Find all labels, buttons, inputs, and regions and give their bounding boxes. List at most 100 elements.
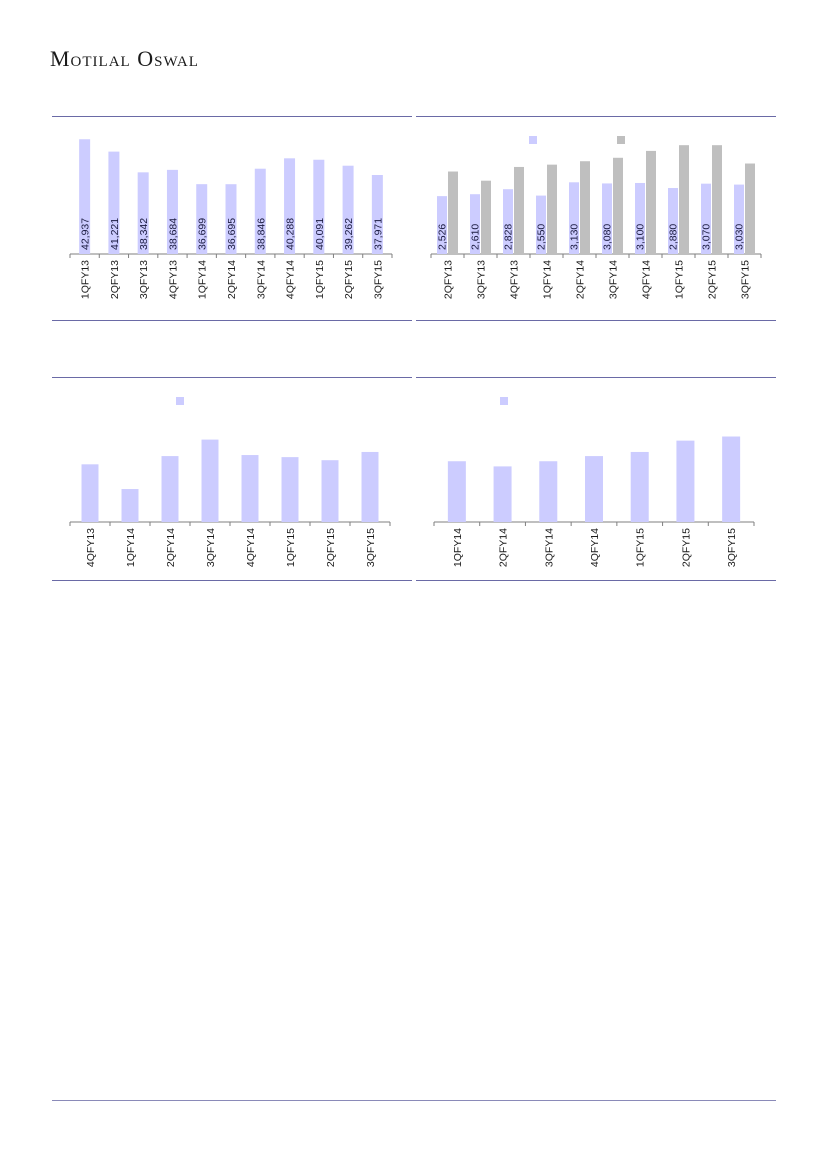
chart-panel-4: 1QFY14 2QFY14 3QFY14 4QFY14 1QFY15 2QFY15 3QFY… <box>416 379 776 579</box>
x-tick-label: 2QFY15 <box>325 528 337 567</box>
x-tick-label: 3QFY15 <box>365 528 377 567</box>
x-tick-label: 2QFY15 <box>680 528 692 567</box>
bar <box>493 466 512 522</box>
bar <box>321 460 339 522</box>
divider <box>52 580 412 581</box>
data-label: 2,880 <box>668 224 680 250</box>
x-tick-label: 2QFY14 <box>165 528 177 567</box>
bar <box>361 451 379 522</box>
bar <box>701 183 711 254</box>
divider <box>52 377 412 378</box>
divider <box>416 116 776 117</box>
legend-swatch <box>529 136 537 144</box>
x-tick-label: 3QFY14 <box>255 260 267 299</box>
x-tick-label: 2QFY14 <box>498 528 510 567</box>
x-tick-label: 1QFY14 <box>542 260 554 299</box>
data-label: 37,971 <box>372 218 384 250</box>
bar <box>371 175 383 254</box>
x-tick-label: 1QFY15 <box>674 260 686 299</box>
x-tick-label: 1QFY13 <box>80 260 92 299</box>
bar <box>514 166 524 254</box>
bar <box>602 183 612 254</box>
legend-swatch <box>500 397 508 405</box>
data-label: 2,526 <box>437 224 449 250</box>
bar <box>161 456 179 522</box>
bar <box>313 159 325 254</box>
x-tick-label: 2QFY13 <box>443 260 455 299</box>
bar <box>342 165 354 254</box>
chart-panel-3: 4QFY13 1QFY14 2QFY14 3QFY14 4QFY14 1QFY15 2QFY… <box>52 379 412 579</box>
data-label: 40,288 <box>285 218 297 250</box>
x-tick-label: 2QFY15 <box>343 260 355 299</box>
bar <box>630 451 649 522</box>
chart-4: 1QFY14 2QFY14 3QFY14 4QFY14 1QFY15 2QFY15 3QFY… <box>433 397 755 567</box>
bar <box>470 194 480 254</box>
bar <box>284 158 296 254</box>
bar <box>281 457 299 522</box>
bar <box>108 151 120 254</box>
chart-2: 2,526 2,610 2,828 2,550 3,130 3,080 3,100 2,880… <box>430 136 762 299</box>
x-tick-label: 3QFY15 <box>726 528 738 567</box>
bar <box>437 196 447 254</box>
x-tick-label: 4QFY14 <box>589 528 601 567</box>
chart-3: 4QFY13 1QFY14 2QFY14 3QFY14 4QFY14 1QFY15 2QFY… <box>69 397 391 567</box>
divider <box>416 377 776 378</box>
data-label: 39,262 <box>343 218 355 250</box>
x-tick-label: 4QFY13 <box>167 260 179 299</box>
bar <box>734 184 744 254</box>
x-tick-label: 3QFY14 <box>608 260 620 299</box>
bar <box>569 182 579 254</box>
bar <box>447 461 466 522</box>
legend-swatch <box>176 397 184 405</box>
x-tick-label: 2QFY13 <box>109 260 121 299</box>
bar <box>166 169 178 254</box>
bar <box>668 188 678 254</box>
bar <box>201 439 219 522</box>
bar <box>712 145 722 254</box>
data-label: 42,937 <box>80 218 92 250</box>
x-tick-label: 1QFY15 <box>285 528 297 567</box>
x-tick-label: 3QFY14 <box>543 528 555 567</box>
x-tick-label: 4QFY14 <box>245 528 257 567</box>
data-label: 36,695 <box>226 218 238 250</box>
bar <box>196 184 208 254</box>
bar <box>722 436 741 522</box>
x-tick-label: 1QFY15 <box>635 528 647 567</box>
bar <box>547 164 557 254</box>
bar <box>121 489 139 522</box>
data-label: 38,342 <box>138 218 150 250</box>
x-tick-label: 3QFY15 <box>740 260 752 299</box>
bar <box>481 180 491 254</box>
x-tick-label: 1QFY14 <box>125 528 137 567</box>
chart-panel-2: 2,526 2,610 2,828 2,550 3,130 3,080 3,100 2,880… <box>416 118 776 318</box>
x-tick-label: 1QFY14 <box>197 260 209 299</box>
x-tick-label: 3QFY14 <box>205 528 217 567</box>
divider <box>416 320 776 321</box>
bar <box>81 464 99 522</box>
data-label: 3,100 <box>635 224 647 250</box>
x-tick-label: 4QFY13 <box>509 260 521 299</box>
divider <box>52 116 412 117</box>
bar <box>585 456 603 522</box>
data-label: 36,699 <box>197 218 209 250</box>
bar <box>679 145 689 254</box>
bar <box>241 455 259 522</box>
x-tick-label: 2QFY14 <box>226 260 238 299</box>
bar <box>745 163 755 254</box>
data-label: 3,080 <box>602 224 614 250</box>
data-label: 3,030 <box>734 224 746 250</box>
data-label: 41,221 <box>109 218 121 250</box>
legend-swatch <box>617 136 625 144</box>
data-label: 38,846 <box>255 218 267 250</box>
bar <box>635 182 645 254</box>
x-tick-label: 2QFY14 <box>575 260 587 299</box>
bar <box>646 150 656 254</box>
bar <box>503 189 513 254</box>
chart-panel-1: 42,937 41,221 38,342 38,684 36,699 36,695 38,8… <box>52 118 412 318</box>
bar <box>79 139 91 254</box>
data-label: 38,684 <box>167 218 179 250</box>
bar <box>613 157 623 254</box>
x-tick-label: 4QFY14 <box>641 260 653 299</box>
data-label: 40,091 <box>314 218 326 250</box>
x-tick-label: 3QFY13 <box>138 260 150 299</box>
